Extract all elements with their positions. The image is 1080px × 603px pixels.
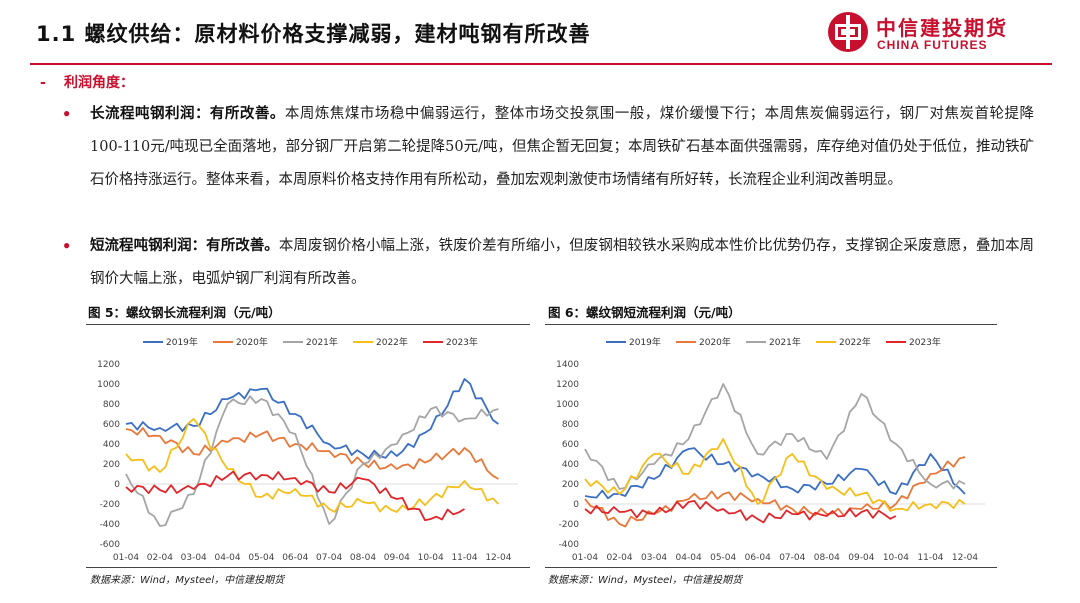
chart-short-process-profit: 2019年 2020年 2021年 2022年 2023年 -400 -200 0 200 400… <box>556 336 985 563</box>
y-tick-label: -400 <box>559 540 580 550</box>
series-line-2022年 <box>125 418 500 513</box>
series-line-2019年 <box>584 447 966 500</box>
legend-label: 2019年 <box>166 336 198 348</box>
y-tick-label: -400 <box>100 520 121 530</box>
section-heading: - 利润角度： <box>40 72 134 92</box>
x-tick-label: 08-04 <box>814 553 840 563</box>
legend-label: 2023年 <box>446 336 478 348</box>
paragraph-short-process: • 短流程吨钢利润：有所改善。本周废钢价格小幅上涨，铁废价差有所缩小，但废钢相较… <box>62 230 1034 296</box>
figure-source-note: 数据来源：Wind，Mysteel，中信建投期货 <box>548 575 743 586</box>
y-tick-label: 600 <box>562 440 579 450</box>
x-tick-label: 04-04 <box>214 553 240 563</box>
y-tick-label: 1200 <box>97 360 120 370</box>
section-dash: - <box>40 75 46 91</box>
x-tick-label: 10-04 <box>883 553 909 563</box>
paragraph-lead: 短流程吨钢利润：有所改善。 <box>90 238 279 254</box>
series-line-2020年 <box>584 456 966 528</box>
x-tick-label: 04-04 <box>676 553 702 563</box>
bullet-icon: • <box>62 106 72 123</box>
series-line-2019年 <box>125 378 499 460</box>
section-label: 利润角度： <box>64 75 134 91</box>
x-tick-label: 03-04 <box>641 553 667 563</box>
figure-bottom-rule <box>86 567 530 568</box>
bullet-icon: • <box>62 238 72 255</box>
x-tick-label: 10-04 <box>418 553 444 563</box>
y-tick-label: 1000 <box>97 380 120 390</box>
figure-top-rule <box>86 324 530 325</box>
series-line-2023年 <box>125 470 465 522</box>
x-tick-label: 05-04 <box>710 553 736 563</box>
y-tick-label: 800 <box>562 420 579 430</box>
y-tick-label: 200 <box>562 480 579 490</box>
series-line-2021年 <box>125 395 499 527</box>
figure-bottom-rule <box>545 567 997 568</box>
y-tick-label: 400 <box>562 460 579 470</box>
series-line-2020年 <box>125 427 499 480</box>
figure-title-long-process: 图 5：螺纹钢长流程利润（元/吨） <box>88 305 281 320</box>
x-tick-label: 08-04 <box>350 553 376 563</box>
chart-long-process-profit: 2019年 2020年 2021年 2022年 2023年 -600 -400 -200 0 20… <box>97 336 518 563</box>
legend-label: 2019年 <box>629 336 661 348</box>
x-tick-label: 06-04 <box>282 553 308 563</box>
x-tick-label: 03-04 <box>181 553 207 563</box>
x-tick-label: 12-04 <box>485 553 511 563</box>
y-tick-label: 200 <box>103 460 120 470</box>
x-tick-label: 01-04 <box>113 553 139 563</box>
y-tick-label: 0 <box>573 500 579 510</box>
x-tick-label: 11-04 <box>451 553 477 563</box>
y-tick-label: 1000 <box>556 400 579 410</box>
y-tick-label: -200 <box>100 500 121 510</box>
x-tick-label: 02-04 <box>606 553 632 563</box>
series-line-2021年 <box>584 383 966 490</box>
y-tick-label: 400 <box>103 440 120 450</box>
legend-label: 2021年 <box>769 336 801 348</box>
y-tick-label: 800 <box>103 400 120 410</box>
y-tick-label: 600 <box>103 420 120 430</box>
slide-title: 1.1 螺纹供给：原材料价格支撑减弱，建材吨钢有所改善 <box>36 22 591 46</box>
x-tick-label: 09-04 <box>848 553 874 563</box>
brand-name-en: CHINA FUTURES <box>877 38 988 52</box>
x-tick-label: 09-04 <box>384 553 410 563</box>
x-tick-label: 02-04 <box>147 553 173 563</box>
x-tick-label: 07-04 <box>779 553 805 563</box>
figure-top-rule <box>545 324 997 325</box>
x-tick-label: 05-04 <box>248 553 274 563</box>
china-futures-logo-icon <box>828 12 868 52</box>
x-tick-label: 06-04 <box>745 553 771 563</box>
x-tick-label: 11-04 <box>917 553 943 563</box>
y-tick-label: 0 <box>114 480 120 490</box>
legend-label: 2022年 <box>839 336 871 348</box>
paragraph-long-process: • 长流程吨钢利润：有所改善。本周炼焦煤市场稳中偏弱运行，整体市场交投氛围一般，… <box>62 98 1034 197</box>
series-line-2022年 <box>584 438 966 512</box>
brand-name-cn: 中信建投期货 <box>876 16 1008 40</box>
figure-source-note: 数据来源：Wind，Mysteel，中信建投期货 <box>90 575 285 586</box>
legend-label: 2020年 <box>236 336 268 348</box>
legend-label: 2020年 <box>699 336 731 348</box>
paragraph-lead: 长流程吨钢利润：有所改善。 <box>90 106 285 122</box>
legend-label: 2021年 <box>306 336 338 348</box>
figure-title-short-process: 图 6：螺纹钢短流程利润（元/吨） <box>548 305 741 320</box>
y-tick-label: 1200 <box>556 380 579 390</box>
x-tick-label: 07-04 <box>316 553 342 563</box>
paragraph-body: 本周炼焦煤市场稳中偏弱运行，整体市场交投氛围一般，煤价缓慢下行；本周焦炭偏弱运行… <box>90 106 1035 188</box>
slide-header: 1.1 螺纹供给：原材料价格支撑减弱，建材吨钢有所改善 中信建投期货 CHINA… <box>0 0 1080 66</box>
y-tick-label: 1400 <box>556 360 579 370</box>
y-tick-label: -200 <box>559 520 580 530</box>
legend-label: 2022年 <box>376 336 408 348</box>
series-line-2023年 <box>584 500 897 524</box>
x-tick-label: 12-04 <box>952 553 978 563</box>
x-tick-label: 01-04 <box>572 553 598 563</box>
paragraph-body: 本周废钢价格小幅上涨，铁废价差有所缩小，但废钢相较铁水采购成本性价比优势仍存，支… <box>90 238 1035 287</box>
y-tick-label: -600 <box>100 540 121 550</box>
legend-label: 2023年 <box>909 336 941 348</box>
header-rule <box>30 63 1052 65</box>
